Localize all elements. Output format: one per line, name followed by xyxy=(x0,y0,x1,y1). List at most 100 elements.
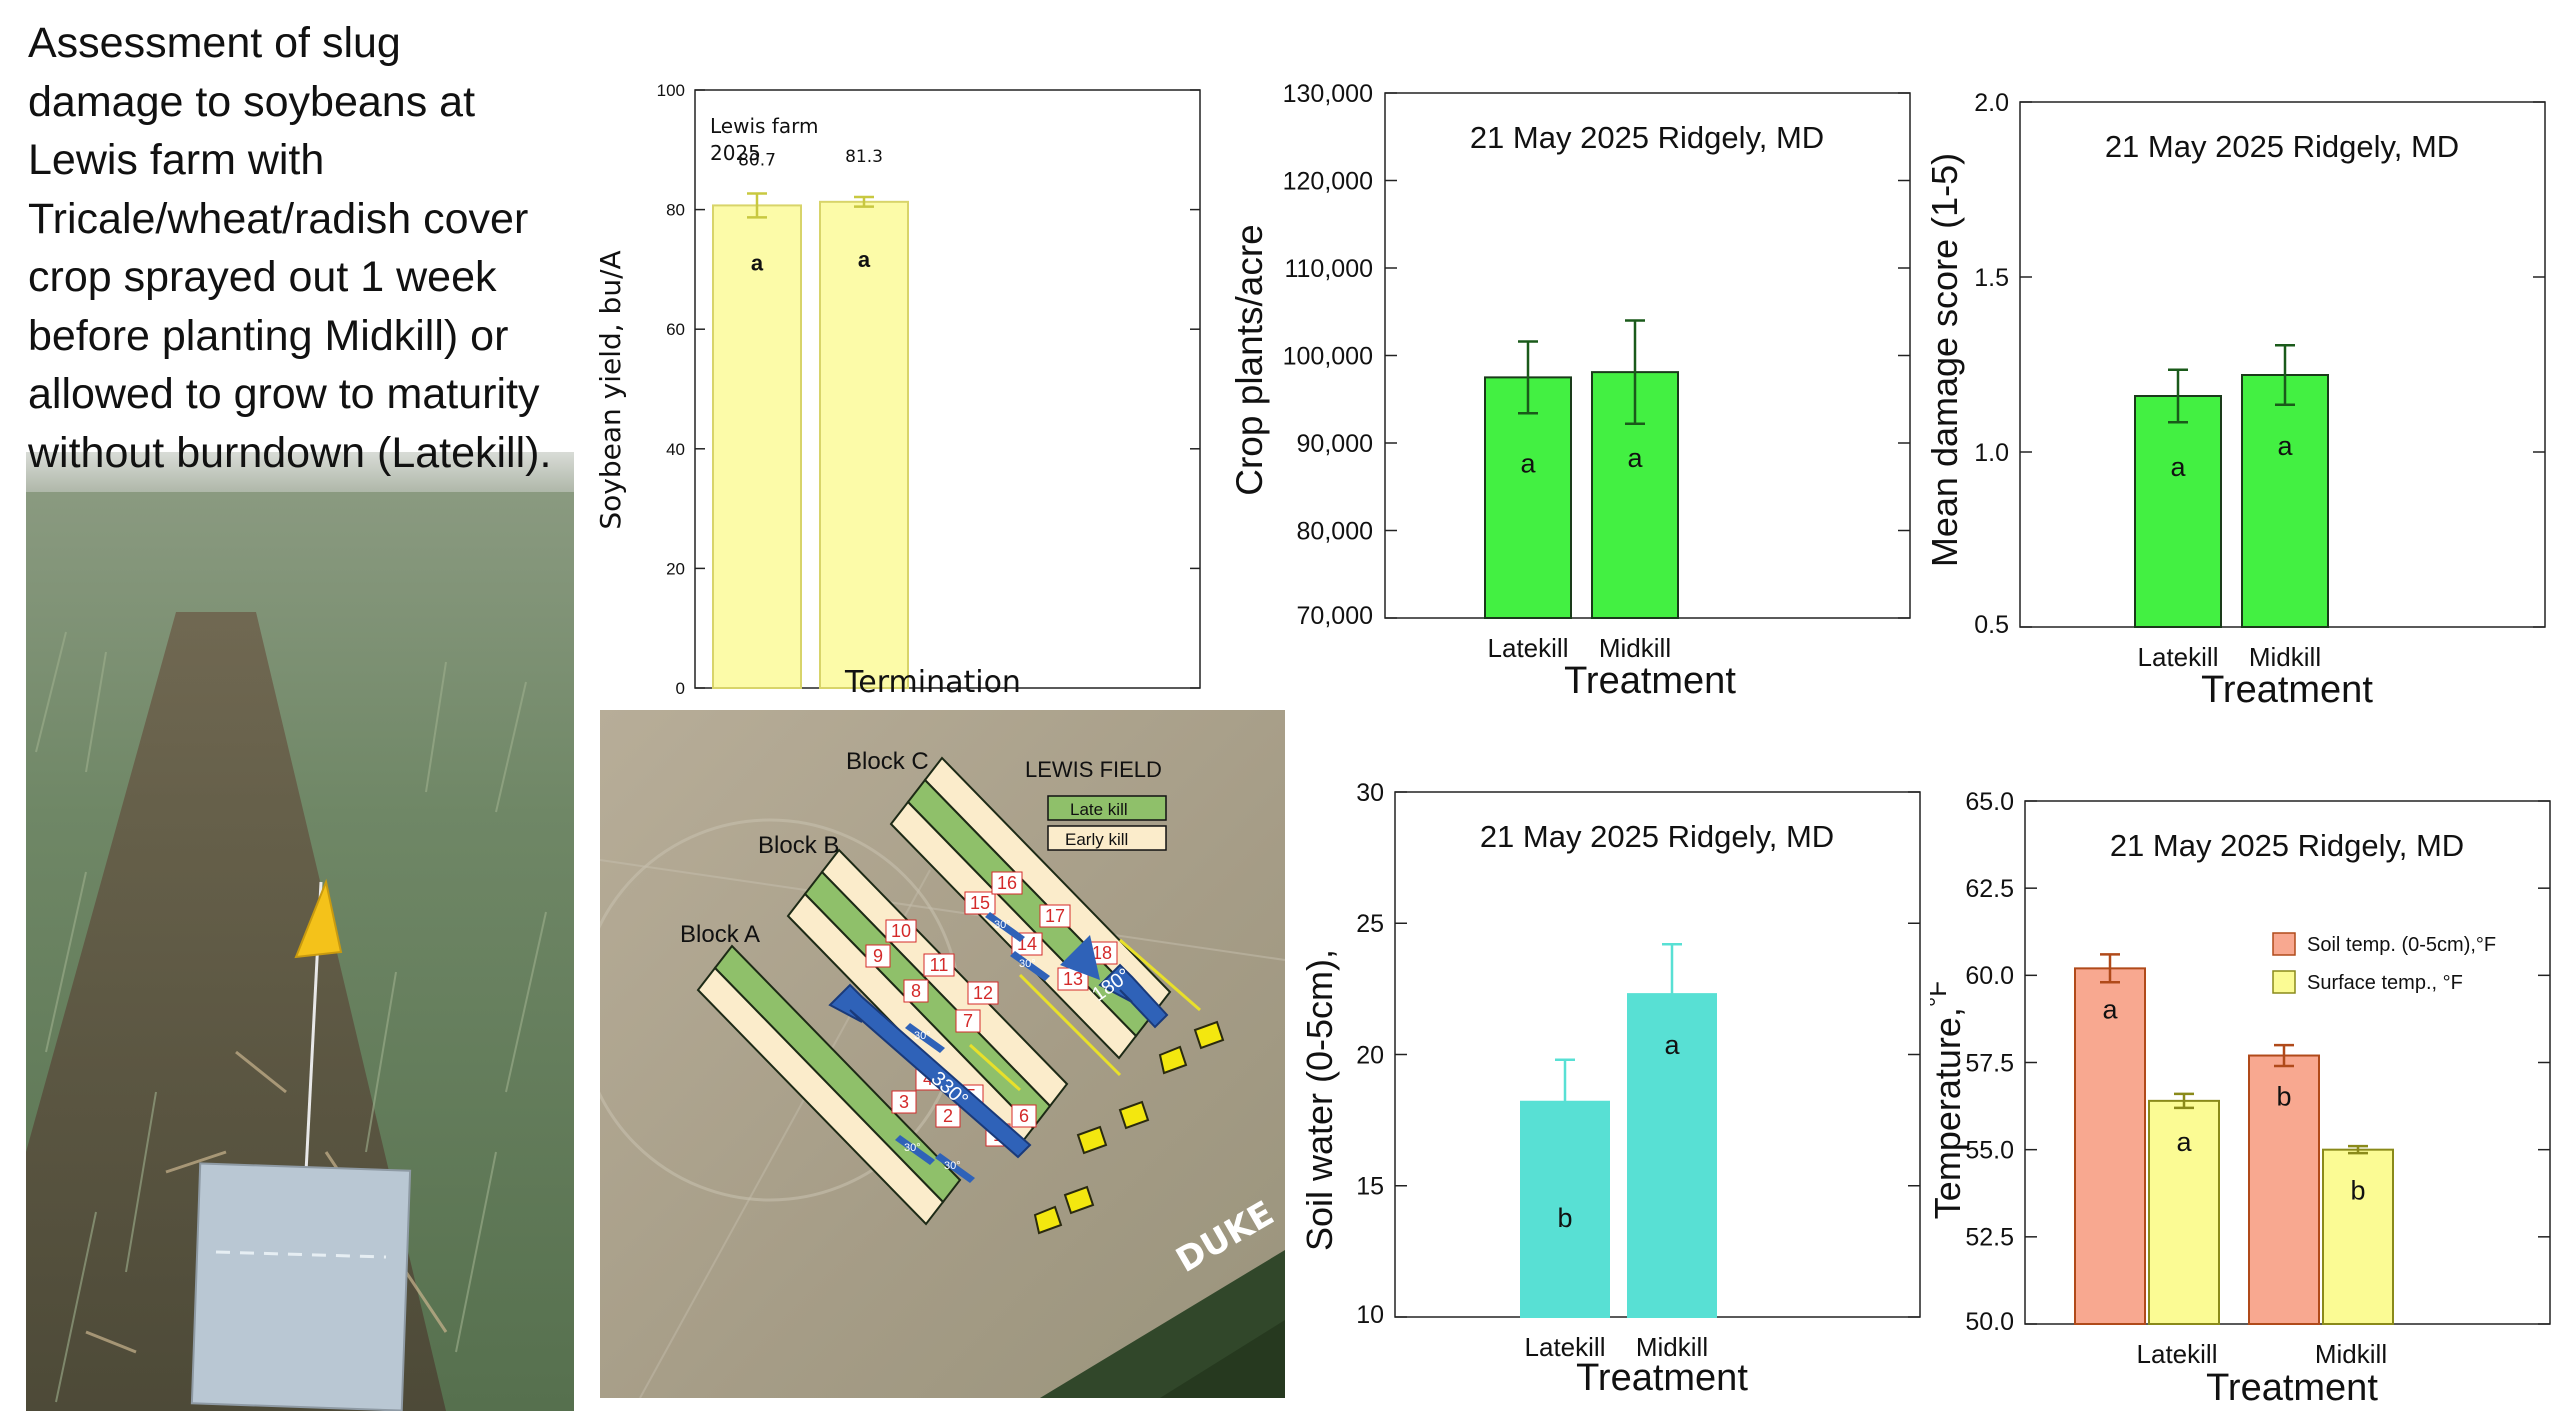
block-label: Block B xyxy=(758,832,839,859)
y-tick-label: 65.0 xyxy=(1965,788,2014,816)
y-tick-label: 80 xyxy=(666,201,685,220)
intro-line: damage to soybeans at xyxy=(28,77,476,126)
y-tick-label: 0 xyxy=(676,679,685,698)
chart-title: 21 May 2025 Ridgely, MD xyxy=(2110,828,2464,863)
plot-number: 8 xyxy=(911,981,921,1001)
y-tick-label: 110,000 xyxy=(1284,255,1373,283)
block-label: Block C xyxy=(846,748,929,775)
y-tick-label: 55.0 xyxy=(1965,1136,2014,1164)
y-tick-label: 57.5 xyxy=(1965,1049,2014,1077)
yellow-arrows xyxy=(968,938,1201,1092)
intro-line: without burndown (Latekill). xyxy=(28,428,552,477)
x-axis-label: Treatment xyxy=(1576,1357,1748,1399)
x-axis-label: Treatment xyxy=(1564,660,1736,702)
field-photo-image xyxy=(26,452,574,1411)
plot-number: 6 xyxy=(1019,1106,1029,1126)
aerial-field-map: DUKE Block A Block B Block C LEWIS FIELD… xyxy=(600,710,1285,1398)
soil-water-chart: 10 15 20 25 30 Latekill Midkill b a 21 May 2025… xyxy=(1300,770,1940,1411)
intro-line: Assessment of slug xyxy=(28,19,401,67)
y-tick-label: 60.0 xyxy=(1965,962,2014,990)
plot-number: 16 xyxy=(997,873,1017,893)
bar xyxy=(2241,374,2329,628)
y-tick-label: 20 xyxy=(666,559,685,578)
bar xyxy=(819,200,909,690)
significance-letter: a xyxy=(1664,1030,1680,1060)
plot-number: 15 xyxy=(970,893,990,913)
x-tick-label: Latekill xyxy=(1525,1332,1606,1362)
legend-swatch-late xyxy=(1047,795,1167,821)
plot-number: 17 xyxy=(1045,906,1065,926)
legend-label: Late kill xyxy=(1070,800,1128,819)
plot-number: 2 xyxy=(943,1106,953,1126)
aerial-map-image: DUKE Block A Block B Block C LEWIS FIELD… xyxy=(600,710,1285,1398)
plants-chart: 70,000 80,000 90,000 100,000 110,000 120,000 1… xyxy=(1230,60,1930,720)
inset-label: Lewis farm xyxy=(710,114,818,138)
chart-title: 21 May 2025 Ridgely, MD xyxy=(2105,129,2459,164)
y-tick-label: 0.5 xyxy=(1974,611,2009,639)
y-axis-label: Soil water (0-5cm), xyxy=(1300,949,1340,1251)
plot-number: 13 xyxy=(1063,969,1083,989)
plot-frame xyxy=(694,89,1201,689)
plot-number: 3 xyxy=(899,1092,909,1112)
y-tick-label: 10 xyxy=(1356,1301,1384,1329)
map-title: LEWIS FIELD xyxy=(1025,757,1162,782)
significance-letter: a xyxy=(1520,448,1536,478)
chart-title: 21 May 2025 Ridgely, MD xyxy=(1470,120,1824,155)
y-tick-label: 30 xyxy=(1356,779,1384,807)
y-axis-label-text: Temperature, xyxy=(1930,1007,1968,1219)
y-tick-label: 80,000 xyxy=(1297,517,1373,545)
data-label: 81.3 xyxy=(845,147,883,167)
bar xyxy=(1484,376,1572,619)
bar xyxy=(1627,993,1717,1318)
y-tick-label: 1.5 xyxy=(1974,264,2009,292)
x-tick-label: Latekill xyxy=(2138,642,2219,672)
x-axis-label: Treatment xyxy=(2206,1367,2378,1409)
y-tick-label: 62.5 xyxy=(1965,875,2014,903)
intro-line: crop sprayed out 1 week xyxy=(28,253,497,301)
y-tick-label: 120,000 xyxy=(1283,167,1373,195)
significance-letter: b xyxy=(2350,1176,2365,1206)
small-arrow-label: 30° xyxy=(944,1160,961,1172)
y-tick-label: 70,000 xyxy=(1297,602,1373,630)
y-tick-label: 15 xyxy=(1356,1173,1384,1201)
damage-chart-svg: 0.5 1.0 1.5 2.0 Latekill Midkill a a 21 May 20… xyxy=(1925,89,2546,711)
legend-label: Soil temp. (0-5cm),°F xyxy=(2307,934,2496,956)
x-tick-label: Midkill xyxy=(2315,1339,2387,1369)
plot-number: 12 xyxy=(973,983,993,1003)
y-tick-label: 60 xyxy=(666,320,685,339)
x-tick-label: Latekill xyxy=(2137,1339,2218,1369)
damage-chart: 0.5 1.0 1.5 2.0 Latekill Midkill a a 21 May 20… xyxy=(1925,60,2560,720)
yellow-flags xyxy=(1033,1020,1225,1235)
y-axis-label: Temperature,°F xyxy=(1930,981,1968,1219)
block-label: Block A xyxy=(680,921,760,948)
y-tick-label: 2.0 xyxy=(1974,89,2009,117)
bar xyxy=(2074,967,2146,1326)
y-tick-label: 130,000 xyxy=(1283,80,1373,108)
small-arrow-label: 30° xyxy=(994,919,1011,931)
x-tick-label: Midkill xyxy=(2249,642,2321,672)
legend-swatch-surface xyxy=(2272,970,2296,994)
data-label: 80.7 xyxy=(738,150,776,170)
y-axis-label: Crop plants/acre xyxy=(1230,224,1270,495)
small-arrows: 30° 30° 30° 30° 30° xyxy=(895,912,1050,1183)
significance-letter: a xyxy=(2170,452,2186,482)
significance-letter: a xyxy=(2176,1127,2192,1157)
y-axis-label: Mean damage score (1-5) xyxy=(1925,153,1965,567)
y-tick-label: 50.0 xyxy=(1965,1308,2014,1336)
significance-letter: b xyxy=(1557,1203,1572,1233)
x-tick-label: Latekill xyxy=(1488,633,1569,663)
legend-swatch-early xyxy=(1047,825,1167,851)
inset-label: 2025 xyxy=(710,141,761,165)
chart-title: 21 May 2025 Ridgely, MD xyxy=(1480,819,1834,854)
bar xyxy=(712,204,802,689)
y-tick-label: 20 xyxy=(1356,1041,1384,1069)
intro-line: Lewis farm with xyxy=(28,136,325,184)
field-photo xyxy=(26,452,574,1411)
small-arrow-label: 30° xyxy=(904,1142,921,1154)
legend-label: Surface temp., °F xyxy=(2307,972,2463,994)
intro-text: Assessment of slug damage to soybeans at… xyxy=(28,14,618,482)
significance-letter: a xyxy=(751,250,764,275)
y-tick-label: 100 xyxy=(657,81,685,100)
intro-line: allowed to grow to maturity xyxy=(28,370,540,418)
